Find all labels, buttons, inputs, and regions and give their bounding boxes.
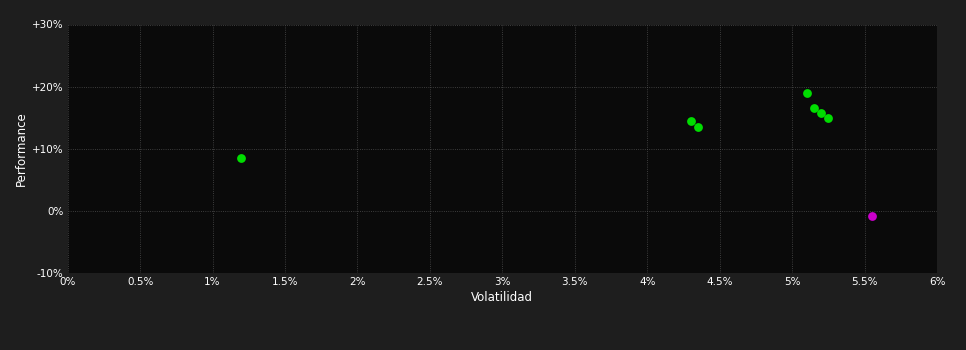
Point (690, 124, 705, 130)
Point (799, 90, 814, 96)
Point (683, 118, 698, 124)
Point (820, 115, 836, 120)
Point (864, 213, 879, 219)
Y-axis label: Performance: Performance (14, 111, 28, 186)
X-axis label: Volatilidad: Volatilidad (471, 291, 533, 304)
Point (813, 110, 829, 116)
Point (234, 155, 249, 161)
Point (806, 106, 821, 111)
